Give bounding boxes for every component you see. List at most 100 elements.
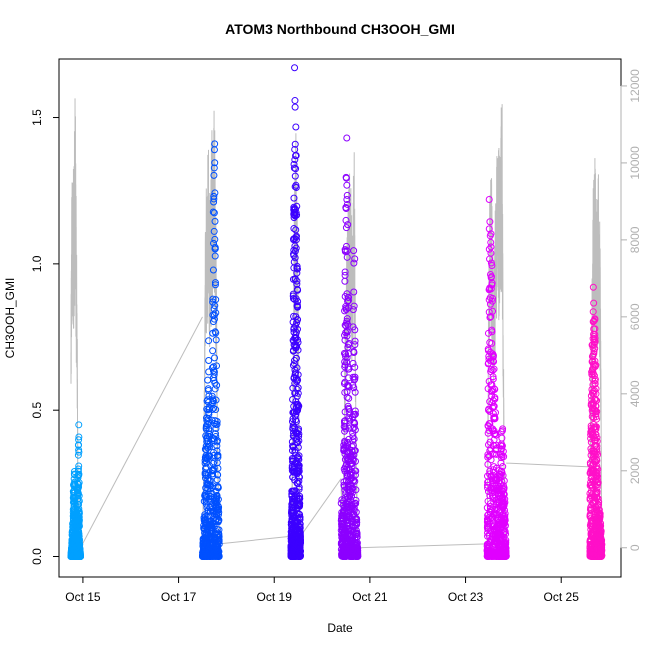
data-point	[293, 509, 301, 517]
data-point	[71, 541, 79, 549]
flight-3-points	[287, 64, 305, 561]
data-point	[498, 498, 506, 506]
data-point	[291, 97, 299, 105]
data-point	[591, 507, 599, 515]
data-point	[593, 462, 601, 470]
altitude-transit-line	[219, 535, 292, 545]
data-point	[591, 518, 599, 526]
data-point	[351, 447, 359, 455]
data-point	[214, 484, 222, 492]
data-point	[293, 439, 301, 447]
data-point	[490, 521, 498, 529]
data-point	[591, 377, 599, 385]
data-point	[289, 551, 297, 559]
data-point	[295, 437, 303, 445]
data-point	[69, 488, 77, 496]
data-point	[589, 404, 597, 412]
data-point	[293, 303, 301, 311]
data-point	[209, 367, 217, 375]
data-point	[292, 244, 300, 252]
data-point	[211, 235, 219, 243]
data-point	[487, 366, 495, 374]
data-point	[349, 547, 357, 555]
data-point	[485, 245, 493, 253]
data-point	[204, 507, 212, 515]
data-point	[591, 316, 599, 324]
data-point	[291, 448, 299, 456]
data-point	[289, 396, 297, 404]
data-point	[588, 371, 596, 379]
data-point	[292, 226, 300, 234]
data-point	[591, 357, 599, 365]
data-point	[203, 493, 211, 501]
data-point	[340, 370, 348, 378]
data-point	[71, 544, 79, 552]
data-point	[296, 530, 304, 538]
y2-tick-label: 0	[628, 544, 642, 551]
x-tick-label: Oct 25	[544, 590, 580, 604]
data-point	[593, 489, 601, 497]
data-point	[344, 343, 352, 351]
data-point	[213, 476, 221, 484]
data-point	[345, 293, 353, 301]
data-point	[348, 446, 356, 454]
data-point	[71, 478, 79, 486]
data-point	[485, 308, 493, 316]
data-point	[484, 460, 492, 468]
data-point	[210, 164, 218, 172]
data-point	[352, 508, 360, 516]
data-point	[74, 525, 82, 533]
data-point	[296, 548, 304, 556]
data-point	[214, 495, 222, 503]
data-point	[338, 512, 346, 520]
data-point	[71, 508, 79, 516]
data-point	[597, 552, 605, 560]
data-point	[208, 541, 216, 549]
altitude-transit-line	[300, 478, 342, 537]
data-point	[291, 519, 299, 527]
data-point	[211, 252, 219, 260]
data-point	[70, 470, 78, 478]
data-point	[342, 460, 350, 468]
data-point	[213, 515, 221, 523]
data-point	[592, 475, 600, 483]
data-point	[209, 208, 217, 216]
data-point	[590, 317, 598, 325]
data-point	[345, 404, 353, 412]
data-point	[484, 478, 492, 486]
data-point	[351, 337, 359, 345]
data-point	[288, 504, 296, 512]
data-point	[206, 482, 214, 490]
data-point	[343, 195, 351, 203]
data-point	[484, 544, 492, 552]
data-point	[586, 548, 594, 556]
y-tick-label: 1.5	[30, 109, 44, 126]
data-point	[349, 425, 357, 433]
data-point	[212, 495, 220, 503]
data-point	[203, 532, 211, 540]
data-point	[341, 331, 349, 339]
data-point	[290, 337, 298, 345]
data-point	[296, 502, 304, 510]
data-point	[349, 373, 357, 381]
data-point	[69, 552, 77, 560]
data-point	[292, 322, 299, 330]
y-tick-label: 0.0	[30, 548, 44, 565]
data-point	[486, 398, 494, 406]
data-point	[202, 454, 210, 462]
data-point	[76, 547, 84, 555]
data-point	[288, 518, 296, 526]
x-tick-label: Oct 19	[257, 590, 293, 604]
data-point	[211, 217, 219, 225]
data-point	[201, 469, 209, 477]
data-point	[488, 326, 496, 334]
data-point	[211, 354, 219, 362]
data-point	[293, 408, 301, 416]
data-point	[493, 505, 501, 513]
data-point	[486, 232, 494, 240]
data-point	[495, 549, 503, 557]
data-point	[343, 181, 351, 189]
data-point	[290, 467, 298, 475]
data-point	[486, 539, 494, 547]
data-point	[500, 525, 508, 533]
